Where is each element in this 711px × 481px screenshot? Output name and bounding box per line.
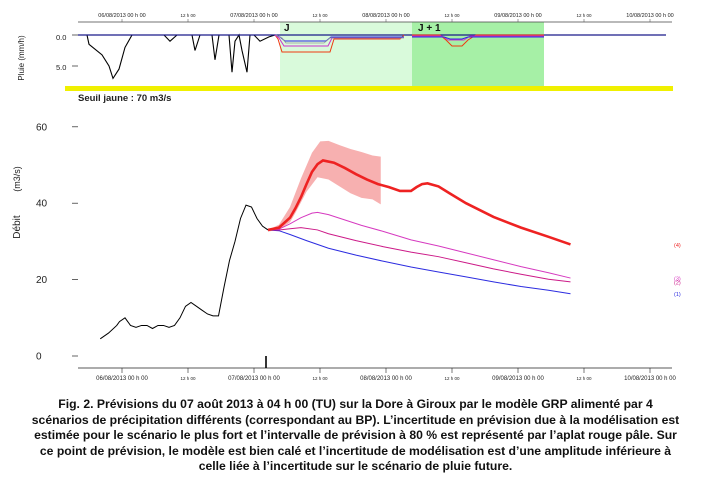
x-tick-label: 12 h 00 xyxy=(576,376,592,381)
top-date-label: 12 h 00 xyxy=(312,13,328,18)
rain-scenario-4-j xyxy=(274,34,405,53)
x-tick-label: 09/08/2013 00 h 00 xyxy=(492,376,544,382)
day-j-shading xyxy=(280,22,412,88)
x-tick-label: 10/08/2013 00 h 00 xyxy=(624,376,676,382)
series-end-label: (2) xyxy=(674,280,681,286)
top-date-label: 09/08/2013 00 h 00 xyxy=(494,13,541,19)
top-date-label: 12 h 00 xyxy=(180,13,196,18)
rain-scenario-2-j1 xyxy=(412,36,544,40)
observed-rainfall-line xyxy=(79,33,279,80)
discharge-panel: 0 20 40 60 06/08/2013 00 h 00 12 h 00 07/08/2… xyxy=(12,122,681,382)
top-date-label: 07/08/2013 00 h 00 xyxy=(230,13,277,19)
caption-line-3: estimée pour le scénario le plus fort et… xyxy=(34,428,677,442)
x-tick-label: 12 h 00 xyxy=(444,376,460,381)
y-tick-label: 40 xyxy=(36,199,48,210)
y-tick-label: 60 xyxy=(36,122,48,133)
series-line-2 xyxy=(268,227,571,283)
threshold-line xyxy=(65,86,673,91)
top-date-label: 12 h 00 xyxy=(576,13,592,18)
figure: 06/08/2013 00 h 00 12 h 00 07/08/2013 00 h… xyxy=(12,13,681,382)
y-axis-unit: (m3/s) xyxy=(12,166,22,192)
day-j1-shading xyxy=(412,22,544,88)
period-label-j1: J + 1 xyxy=(418,23,441,34)
caption-line-2: scénarios de précipitation différents (c… xyxy=(31,412,680,427)
rain-ylabel: Pluie (mm/h) xyxy=(17,35,26,81)
figure-caption: Fig. 2. Prévisions du 07 août 2013 à 04 … xyxy=(4,397,707,475)
rain-tick-5: 5.0 xyxy=(56,63,66,72)
series-end-label: (3) xyxy=(674,277,681,283)
series-line-4 xyxy=(267,159,571,246)
series-line-1 xyxy=(267,229,571,295)
series-end-label: (4) xyxy=(674,243,681,249)
y-axis-ticks: 0 20 40 60 xyxy=(36,122,78,363)
y-tick-label: 0 xyxy=(36,352,42,363)
threshold-label: Seuil jaune : 70 m3/s xyxy=(78,93,171,104)
y-tick-label: 20 xyxy=(36,275,48,286)
rain-scenario-3-j1 xyxy=(412,35,544,41)
rain-panel: 06/08/2013 00 h 00 12 h 00 07/08/2013 00 h… xyxy=(17,13,674,104)
caption-line-5: celle liée à l’incertitude sur le scénar… xyxy=(198,459,513,473)
period-label-j: J xyxy=(284,23,290,34)
x-axis-ticks: 06/08/2013 00 h 00 12 h 00 07/08/2013 00 h… xyxy=(96,368,677,382)
rain-panel-date-ticks: 06/08/2013 00 h 00 12 h 00 07/08/2013 00 h… xyxy=(98,13,674,22)
top-date-label: 12 h 00 xyxy=(444,13,460,18)
top-date-label: 10/08/2013 00 h 00 xyxy=(626,13,673,19)
x-tick-label: 06/08/2013 00 h 00 xyxy=(96,376,148,382)
series-line-3 xyxy=(267,211,571,279)
rain-scenario-1-j xyxy=(275,34,404,44)
series-line-observed xyxy=(99,204,269,340)
rain-tick-0: 0.0 xyxy=(56,33,66,42)
y-axis-label: Débit xyxy=(12,215,23,239)
discharge-series: (1) (2)(3) (4) xyxy=(99,159,681,340)
uncertainty-band-80pct xyxy=(268,140,381,232)
x-tick-label: 08/08/2013 00 h 00 xyxy=(360,376,412,382)
caption-line-1: Fig. 2. Prévisions du 07 août 2013 à 04 … xyxy=(58,397,653,411)
series-end-label: (1) xyxy=(674,292,681,298)
x-tick-label: 12 h 00 xyxy=(180,376,196,381)
x-tick-label: 12 h 00 xyxy=(312,376,328,381)
caption-line-4: ce point de prévision, le modèle est bie… xyxy=(39,443,672,458)
x-tick-label: 07/08/2013 00 h 00 xyxy=(228,376,280,382)
top-date-label: 08/08/2013 00 h 00 xyxy=(362,13,409,19)
top-date-label: 06/08/2013 00 h 00 xyxy=(98,13,145,19)
